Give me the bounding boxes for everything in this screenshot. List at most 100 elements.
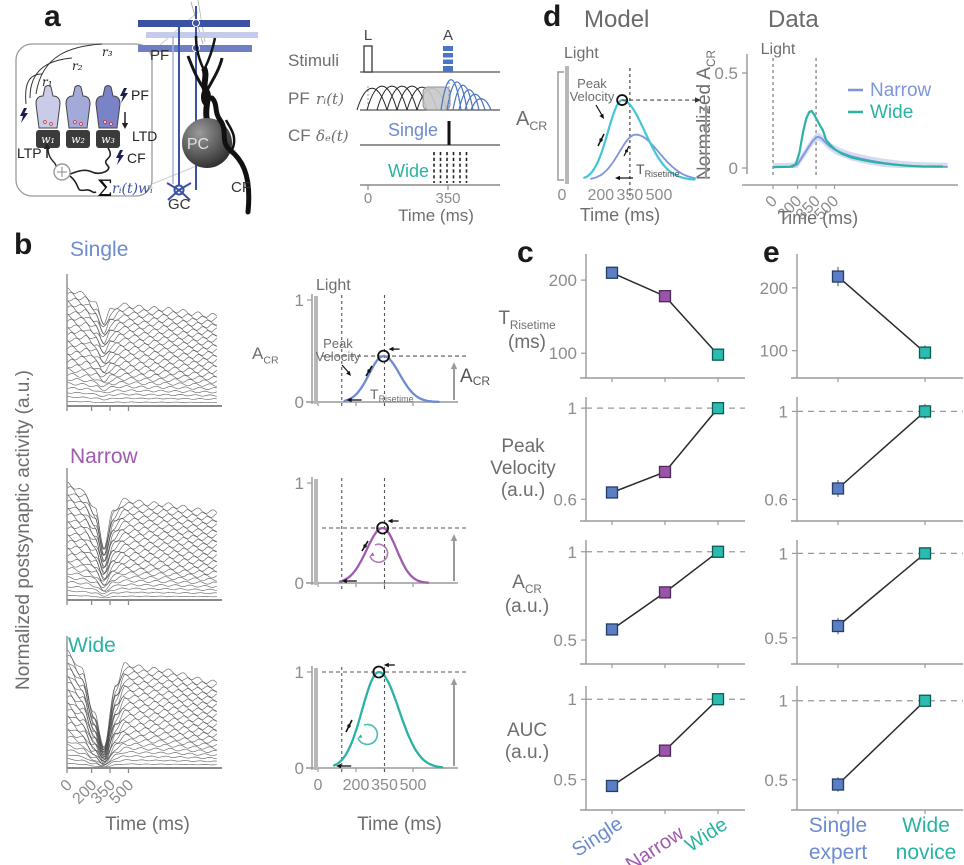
connecting-line [611,698,719,787]
weight-box-2 [66,130,90,148]
pf-basis-bump-active [458,89,480,111]
cf-wide-raster [433,152,468,183]
postsynaptic-trace [66,350,217,368]
pf-basis-bump [376,85,408,111]
postsynaptic-trace [66,337,217,357]
pf-basis-bump [386,85,418,111]
light-onset-bar [314,668,318,770]
synapse-terminal-1 [35,85,61,129]
y-tick-label: 0 [295,574,304,593]
pf-basis-bump-active [464,93,486,111]
data-marker [918,547,932,560]
pf-basis-bump [366,85,398,111]
connecting-line [837,700,926,786]
y-tick-label: 0 [729,159,738,178]
cr-curve [332,670,444,769]
weight-label-2: w₂ [71,133,85,146]
data-marker [658,744,672,757]
pc-dendrite [202,37,217,71]
panel-b-letter: b [14,228,33,261]
climbing-fiber [209,95,252,215]
light-label: Light [316,277,351,294]
pf-row-formula: rᵢ(t) [316,90,344,108]
arrowhead-icon [370,552,375,556]
data-title: Data [768,6,819,33]
postsynaptic-trace [66,305,218,336]
postsynaptic-trace [66,649,218,751]
schematic-acr-left-label: ACR [252,344,279,367]
cr-curve [343,354,440,404]
parallel-fiber-band [146,32,258,38]
risetime-label: TRisetime [636,161,680,179]
postsynaptic-trace [67,758,217,768]
y-tick-label: 1 [568,399,577,418]
x-tick-label: 500 [400,777,427,794]
y-tick-label: 0.5 [764,771,788,790]
y-tick-label: 1 [295,663,304,682]
data-marker [658,290,672,303]
y-tick-label: 1 [779,402,788,421]
slope-dot [347,724,351,728]
arrowhead-icon [388,346,394,352]
wide-cr-curve [772,109,943,169]
pc-label: PC [187,136,209,153]
peak-marker [616,94,629,106]
panel-a-diagram: r₁ r₂ r₃ w₁ w₂ w₃ LTP [15,0,500,225]
cf-row-formula: δₑ(t) [316,127,349,145]
selected-basis-window [422,86,451,111]
postsynaptic-trace [66,318,218,346]
postsynaptic-trace [66,391,217,397]
arrowhead-icon [346,397,352,403]
legend-label: Narrow [870,80,932,101]
light-stim-label: L [364,27,372,44]
x-axis-label: Time (ms) [778,208,858,228]
b-y-axis-label: Normalized postsynaptic activity (a.u.) [13,370,34,690]
granule-axon-line [29,57,73,99]
ltp-label: LTP [17,145,42,161]
pf-label: PF [150,47,169,64]
connecting-line [837,410,926,490]
postsynaptic-trace [66,378,217,388]
rotation-arc-icon [369,543,389,564]
x-tick-label: 0 [364,190,372,207]
x-tick-label: 200 [343,777,370,794]
connecting-line [837,552,926,627]
light-onset-bar [314,479,318,585]
peak-marker [377,349,390,363]
y-tick-label: 0 [295,759,304,778]
data-marker [831,270,845,283]
wide-group-label: Wide [68,634,116,657]
model-cr-curve [583,98,696,181]
x-tick-label: 350 [435,190,460,207]
arrowhead-icon [450,534,458,541]
data-marker [605,266,619,279]
data-marker [658,465,672,479]
risetime-y-label: TRisetime (ms) [498,308,556,354]
arrowhead-icon [702,104,710,111]
e-category-single-expert: Single expert [808,814,868,865]
cf-row-label: CF [288,126,311,145]
x-tick-label: 0 [314,777,323,794]
postsynaptic-trace [66,595,217,599]
acr-data-chart: 10.5 [764,540,963,668]
wide-condition-label: Wide [388,161,429,181]
peak-velocity-label: Velocity [316,349,361,364]
y-tick-label: 0.6 [764,490,788,509]
ltd-label: LTD [132,128,157,144]
peak-velocity-label: Peak [577,76,607,91]
pf-row-label: PF [288,89,310,108]
ltd-arrowhead-icon [121,123,129,129]
postsynaptic-trace [66,572,217,589]
postsynaptic-trace [66,287,218,325]
cf-inset-label: CF [127,150,146,166]
postsynaptic-trace [66,481,218,550]
purkinje-cell-body [182,118,232,168]
y-tick-label: 200 [760,279,788,298]
weight-box-1 [36,130,60,148]
lightning-bolt-icon [120,88,128,103]
light-label: Light [761,41,796,58]
panel-c-letter: c [517,236,534,269]
granule-dendrite [178,189,191,201]
